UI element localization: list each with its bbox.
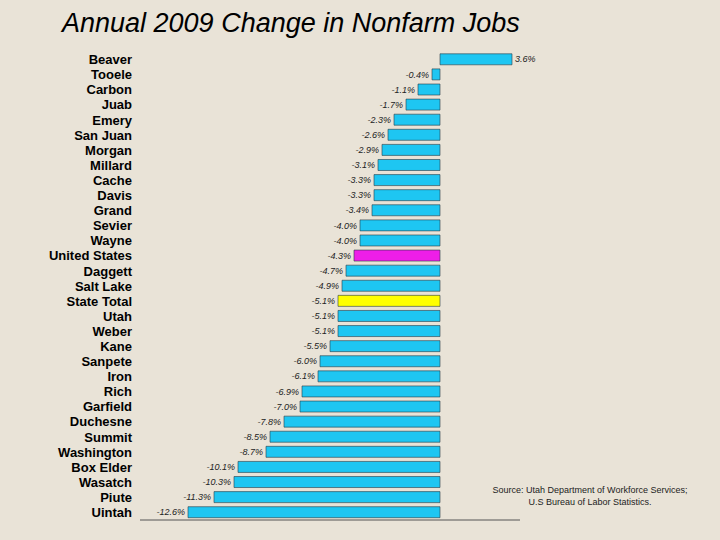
svg-text:-4.0%: -4.0%	[333, 221, 357, 231]
svg-text:Cache: Cache	[93, 173, 132, 188]
svg-text:-5.5%: -5.5%	[303, 341, 327, 351]
svg-text:3.6%: 3.6%	[515, 54, 536, 64]
svg-text:Rich: Rich	[104, 384, 132, 399]
svg-text:Weber: Weber	[93, 324, 133, 339]
svg-text:Sevier: Sevier	[93, 218, 132, 233]
svg-text:-11.3%: -11.3%	[183, 492, 211, 502]
svg-text:-5.1%: -5.1%	[311, 296, 335, 306]
svg-text:-4.7%: -4.7%	[319, 266, 343, 276]
svg-text:-3.3%: -3.3%	[347, 190, 371, 200]
svg-text:United States: United States	[49, 248, 132, 263]
svg-text:-4.0%: -4.0%	[333, 236, 357, 246]
svg-text:-3.3%: -3.3%	[347, 175, 371, 185]
svg-text:-5.1%: -5.1%	[311, 311, 335, 321]
svg-text:Summit: Summit	[84, 430, 132, 445]
svg-text:Carbon: Carbon	[87, 82, 133, 97]
svg-text:Tooele: Tooele	[91, 67, 132, 82]
html-text:Source: Utah Department of Wor: Source: Utah Department of Workforce Ser…	[492, 485, 688, 495]
svg-text:Morgan: Morgan	[85, 143, 132, 158]
svg-text:Salt Lake: Salt Lake	[75, 279, 132, 294]
svg-text:-0.4%: -0.4%	[405, 70, 429, 80]
svg-text:-5.1%: -5.1%	[311, 326, 335, 336]
svg-text:Wayne: Wayne	[91, 233, 132, 248]
svg-text:Garfield: Garfield	[83, 399, 132, 414]
svg-text:Iron: Iron	[107, 369, 132, 384]
svg-text:State Total: State Total	[67, 294, 133, 309]
svg-text:Kane: Kane	[100, 339, 132, 354]
svg-text:Washington: Washington	[58, 445, 132, 460]
svg-text:Grand: Grand	[94, 203, 132, 218]
svg-text:Utah: Utah	[103, 309, 132, 324]
svg-text:-8.7%: -8.7%	[239, 447, 263, 457]
html-text:U.S Bureau of Labor Statistics: U.S Bureau of Labor Statistics.	[528, 497, 652, 507]
svg-text:-3.1%: -3.1%	[351, 160, 375, 170]
svg-text:-4.3%: -4.3%	[327, 251, 351, 261]
svg-text:-2.9%: -2.9%	[355, 145, 379, 155]
svg-text:-12.6%: -12.6%	[156, 507, 185, 517]
svg-text:-2.3%: -2.3%	[367, 115, 391, 125]
svg-text:-8.5%: -8.5%	[243, 432, 267, 442]
svg-text:Sanpete: Sanpete	[81, 354, 132, 369]
svg-text:-10.1%: -10.1%	[206, 462, 235, 472]
svg-text:-7.0%: -7.0%	[273, 402, 297, 412]
svg-text:-10.3%: -10.3%	[202, 477, 231, 487]
svg-text:Davis: Davis	[97, 188, 132, 203]
svg-text:-4.9%: -4.9%	[315, 281, 339, 291]
svg-text:Duchesne: Duchesne	[70, 414, 132, 429]
svg-text:San Juan: San Juan	[74, 128, 132, 143]
svg-text:-6.9%: -6.9%	[275, 387, 299, 397]
svg-text:Beaver: Beaver	[89, 52, 132, 67]
svg-text:-3.4%: -3.4%	[345, 205, 369, 215]
svg-text:Juab: Juab	[102, 97, 132, 112]
svg-text:Box Elder: Box Elder	[71, 460, 132, 475]
svg-text:Emery: Emery	[92, 113, 133, 128]
svg-text:Piute: Piute	[100, 490, 132, 505]
svg-text:-6.1%: -6.1%	[291, 371, 315, 381]
svg-text:-6.0%: -6.0%	[293, 356, 317, 366]
svg-text:Millard: Millard	[90, 158, 132, 173]
html-text:Annual 2009 Change in Nonfarm: Annual 2009 Change in Nonfarm Jobs	[62, 8, 520, 38]
svg-text:Uintah: Uintah	[92, 505, 133, 520]
svg-text:-1.7%: -1.7%	[379, 100, 403, 110]
svg-text:-1.1%: -1.1%	[391, 85, 415, 95]
svg-text:Wasatch: Wasatch	[79, 475, 132, 490]
svg-text:Daggett: Daggett	[84, 264, 133, 279]
svg-text:-2.6%: -2.6%	[361, 130, 385, 140]
svg-text:-7.8%: -7.8%	[257, 417, 281, 427]
